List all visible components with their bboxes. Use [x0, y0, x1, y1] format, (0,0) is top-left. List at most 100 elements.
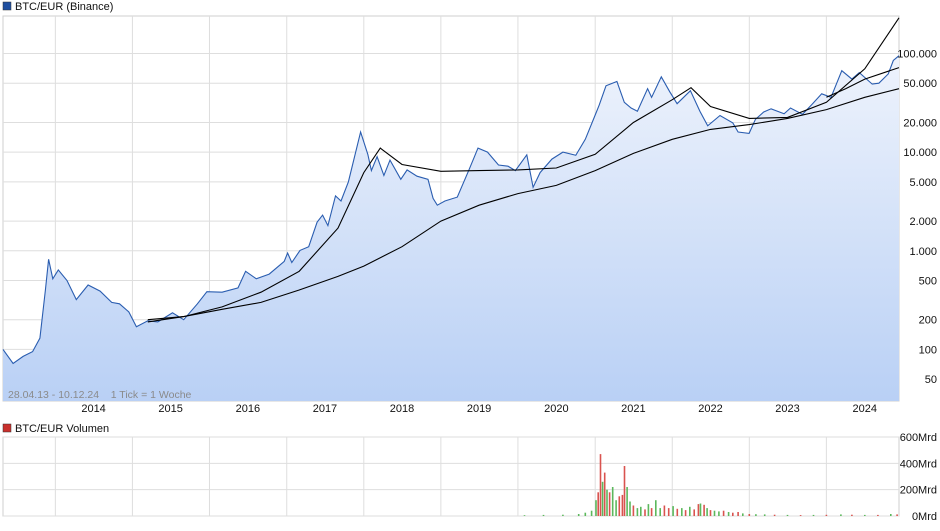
- volume-bar: [606, 489, 608, 516]
- moving-average-line-curve: [147, 17, 900, 321]
- volume-y-tick-label: 400Mrd: [900, 458, 937, 470]
- price-x-tick-label: 2023: [775, 403, 799, 415]
- volume-bar: [748, 514, 751, 516]
- price-y-tick-label: 20.000: [903, 117, 937, 129]
- volume-bar: [681, 508, 683, 516]
- volume-bar: [890, 514, 892, 516]
- volume-bar: [706, 508, 708, 516]
- volume-bar: [709, 510, 712, 516]
- volume-bar: [727, 512, 730, 516]
- volume-bar: [703, 504, 705, 516]
- price-area-fill: [3, 55, 899, 401]
- volume-bars: [523, 454, 898, 517]
- price-x-tick-label: 2015: [158, 403, 182, 415]
- volume-bar: [590, 510, 593, 516]
- volume-bar: [601, 481, 604, 516]
- volume-bar: [737, 512, 739, 516]
- volume-panel: BTC/EUR Volumen 0Mrd 200Mrd 400Mrd 600Mrd: [2, 423, 937, 523]
- volume-bar: [562, 514, 564, 516]
- volume-bar: [636, 508, 639, 516]
- volume-bar: [640, 506, 642, 516]
- volume-bar: [732, 512, 734, 516]
- volume-bar: [595, 500, 597, 516]
- price-y-tick-label: 2.000: [909, 216, 937, 228]
- volume-bar: [523, 515, 526, 516]
- volume-bar: [763, 514, 766, 516]
- moving-average-line-long: [147, 88, 900, 323]
- volume-bar: [623, 466, 626, 516]
- volume-plot-frame: [2, 436, 900, 517]
- volume-bar: [896, 514, 898, 516]
- price-y-tick-label: 500: [919, 275, 937, 287]
- price-x-tick-label: 2020: [544, 403, 568, 415]
- volume-bar: [697, 504, 700, 516]
- volume-legend-label: BTC/EUR Volumen: [15, 423, 109, 435]
- volume-bar: [597, 492, 599, 516]
- volume-bar: [618, 496, 621, 517]
- volume-y-axis: 0Mrd 200Mrd 400Mrd 600Mrd: [900, 432, 937, 523]
- volume-bar: [786, 514, 789, 516]
- price-y-tick-label: 1.000: [909, 246, 937, 258]
- price-y-tick-label: 10.000: [903, 147, 937, 159]
- price-x-tick-label: 2016: [236, 403, 260, 415]
- price-y-tick-label: 50: [925, 374, 937, 386]
- price-y-tick-label: 100.000: [897, 49, 937, 61]
- volume-bar: [644, 509, 646, 516]
- volume-y-tick-label: 0Mrd: [912, 511, 937, 523]
- volume-bar: [773, 514, 776, 516]
- price-y-axis: 50 100 200 500 1.000 2.000 5.000 10.000 20.000 50…: [897, 49, 937, 387]
- volume-bar: [655, 500, 657, 516]
- price-y-tick-label: 50.000: [903, 78, 937, 90]
- volume-bar: [621, 494, 624, 516]
- price-x-tick-label: 2021: [621, 403, 645, 415]
- volume-bar: [864, 514, 866, 516]
- volume-legend: BTC/EUR Volumen: [2, 423, 109, 435]
- volume-bar: [676, 508, 679, 516]
- moving-average-line-short: [826, 67, 900, 98]
- volume-bar: [672, 506, 674, 516]
- price-y-tick-label: 5.000: [909, 177, 937, 189]
- price-x-tick-label: 2014: [81, 403, 105, 415]
- price-x-tick-label: 2019: [467, 403, 491, 415]
- volume-bar: [608, 492, 611, 516]
- volume-y-tick-label: 600Mrd: [900, 432, 937, 444]
- price-x-tick-label: 2018: [390, 403, 414, 415]
- volume-bar: [713, 510, 716, 516]
- volume-bar: [663, 505, 666, 516]
- volume-bar: [877, 514, 879, 516]
- price-line: [2, 55, 900, 365]
- volume-bar: [755, 514, 757, 516]
- volume-bar: [840, 514, 842, 516]
- volume-bar: [611, 487, 614, 516]
- price-x-tick-label: 2024: [853, 403, 877, 415]
- volume-bar: [693, 509, 695, 516]
- price-y-tick-label: 200: [919, 315, 937, 327]
- volume-legend-swatch: [2, 423, 12, 433]
- volume-bar: [577, 514, 580, 516]
- volume-bar: [684, 510, 687, 516]
- price-x-tick-label: 2022: [698, 403, 722, 415]
- price-panel: 50 100 200 500 1.000 2.000 5.000 10.000 20.000 50…: [2, 1, 937, 415]
- volume-bar: [650, 508, 653, 516]
- volume-bar: [659, 508, 661, 516]
- price-legend-swatch: [2, 1, 12, 11]
- price-x-tick-label: 2017: [313, 403, 337, 415]
- volume-bar: [599, 454, 602, 516]
- volume-bar: [851, 514, 853, 516]
- volume-bar: [603, 472, 606, 516]
- price-legend-label: BTC/EUR (Binance): [15, 1, 113, 13]
- volume-bar: [799, 515, 802, 516]
- volume-bar: [699, 503, 702, 516]
- volume-bar: [667, 508, 670, 516]
- volume-bar: [542, 514, 545, 516]
- volume-bar: [718, 511, 720, 516]
- volume-bar: [626, 487, 628, 516]
- volume-bar: [647, 504, 650, 516]
- volume-bar: [584, 512, 587, 516]
- volume-grid: [3, 436, 899, 517]
- volume-bar: [812, 514, 815, 516]
- price-y-tick-label: 100: [919, 344, 937, 356]
- volume-bar: [742, 513, 744, 516]
- volume-bar: [689, 506, 691, 516]
